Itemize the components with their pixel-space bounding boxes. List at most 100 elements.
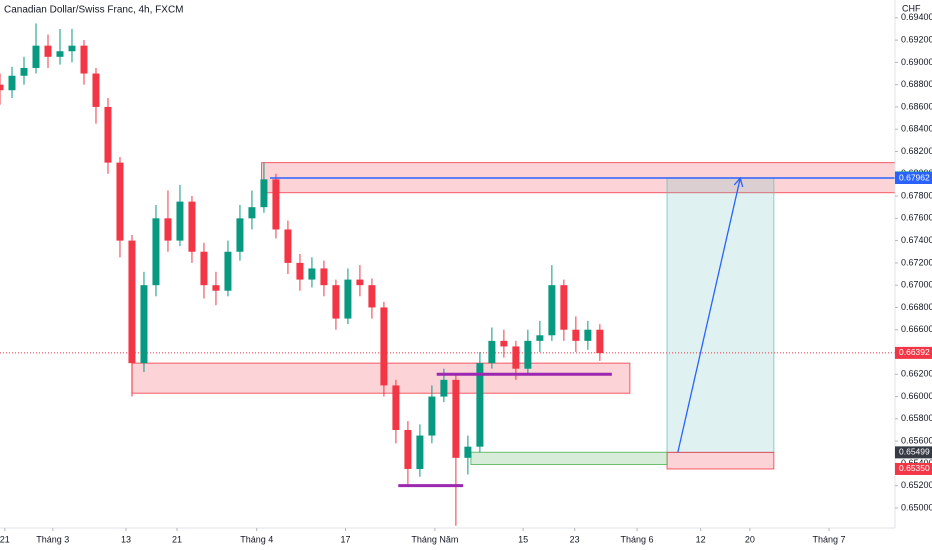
candle-body [476, 363, 484, 447]
y-tick-label: 0.67400 [901, 235, 932, 245]
candle-body [596, 329, 604, 354]
price-label: 0.65499 [899, 447, 930, 457]
price-label: 0.66392 [899, 347, 930, 357]
candle-body [464, 446, 472, 458]
x-tick-label: 13 [121, 534, 131, 544]
candle-body [56, 51, 64, 57]
x-tick-label: 21 [172, 534, 182, 544]
candle-body [416, 435, 424, 469]
candle-body [236, 218, 244, 252]
x-tick-label: 23 [570, 534, 580, 544]
y-tick-label: 0.66800 [901, 302, 932, 312]
candle-body [116, 162, 124, 241]
y-tick-label: 0.68600 [901, 101, 932, 111]
candle-body [44, 45, 52, 57]
candle-body [68, 45, 76, 52]
candle-body [140, 285, 148, 364]
candle-body [20, 67, 28, 76]
zone [470, 451, 668, 466]
price-label-bg [895, 462, 932, 475]
candle-body [164, 218, 172, 241]
x-tick-label: Tháng 3 [36, 534, 69, 544]
candle-body [320, 268, 328, 286]
candle-body [8, 75, 16, 91]
candle-body [284, 229, 292, 263]
candle-body [512, 346, 520, 369]
candle-body [260, 179, 268, 208]
candle-body [392, 385, 400, 430]
projection-arrow [677, 178, 741, 453]
candle-body [176, 201, 184, 241]
x-tick-label: 12 [696, 534, 706, 544]
candle-body [80, 45, 88, 74]
x-tick-label: 21 [0, 534, 10, 544]
candle-body [572, 329, 580, 341]
plot-area [0, 23, 896, 526]
candle-body [344, 279, 352, 319]
candle-body [248, 207, 256, 219]
candle-body [92, 73, 100, 107]
y-tick-label: 0.67600 [901, 213, 932, 223]
candle-body [152, 218, 160, 286]
candle-body [452, 379, 460, 458]
x-tick-label: Tháng 4 [240, 534, 273, 544]
y-tick-label: 0.68400 [901, 124, 932, 134]
candle-body [104, 106, 112, 163]
y-tick-label: 0.66200 [901, 369, 932, 379]
y-tick-label: 0.69000 [901, 57, 932, 67]
arrow-head [733, 176, 744, 188]
y-tick-label: 0.67000 [901, 280, 932, 290]
candle-body [128, 240, 136, 364]
candle-body [32, 45, 40, 68]
zone [666, 451, 775, 470]
candle-body [404, 429, 412, 469]
y-tick-label: 0.67200 [901, 257, 932, 267]
y-tick-label: 0.65400 [901, 458, 932, 468]
x-tick-label: 15 [518, 534, 528, 544]
price-label: 0.65350 [899, 463, 930, 473]
y-tick-label: 0.68200 [901, 146, 932, 156]
candle-body [524, 340, 532, 369]
y-tick-label: 0.65000 [901, 502, 932, 512]
price-label: 0.67962 [899, 172, 930, 182]
candle-body [548, 285, 556, 336]
price-label-bg [895, 346, 932, 359]
candle-body [356, 279, 364, 286]
y-tick-label: 0.68800 [901, 79, 932, 89]
candle-body [500, 340, 508, 347]
candle-body [380, 307, 388, 386]
chart-title: Canadian Dollar/Swiss Franc, 4h, FXCM [4, 5, 184, 16]
x-tick-label: Tháng Năm [411, 534, 458, 544]
candle-body [536, 335, 544, 341]
x-tick-label: 17 [341, 534, 351, 544]
currency: CHF [902, 3, 921, 13]
y-tick-label: 0.66600 [901, 324, 932, 334]
y-tick-label: 0.65800 [901, 413, 932, 423]
candle-body [212, 285, 220, 291]
x-tick-label: Tháng 6 [621, 534, 654, 544]
candle-body [368, 285, 376, 308]
price-label-bg [895, 172, 932, 185]
y-tick-label: 0.66000 [901, 391, 932, 401]
candle-body [488, 340, 496, 364]
y-tick-label: 0.65600 [901, 435, 932, 445]
candle-body [188, 201, 196, 252]
candle-body [428, 396, 436, 436]
candle-body [560, 285, 568, 330]
candle-body [440, 379, 448, 397]
y-tick-label: 0.65200 [901, 480, 932, 490]
candle-body [296, 262, 304, 280]
candle-body [224, 251, 232, 291]
candle-body [0, 84, 4, 91]
candle-body [200, 251, 208, 286]
price-label-bg [895, 446, 932, 459]
x-tick-label: 20 [745, 534, 755, 544]
candle-body [308, 268, 316, 280]
candle-body [272, 179, 280, 230]
candle-body [584, 329, 592, 341]
y-tick-label: 0.67800 [901, 190, 932, 200]
zone [666, 177, 775, 453]
x-tick-label: Tháng 7 [812, 534, 845, 544]
